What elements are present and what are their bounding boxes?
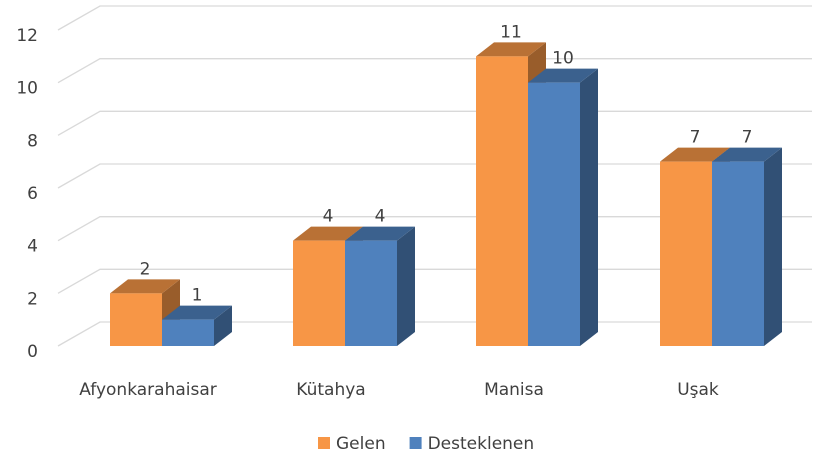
bar-top xyxy=(528,68,598,83)
y-tick-label: 6 xyxy=(27,184,38,204)
bar-top xyxy=(660,147,730,162)
y-tick-label: 8 xyxy=(27,131,38,151)
x-tick-label: Afyonkarahaisar xyxy=(79,380,217,400)
data-label: 11 xyxy=(500,22,522,42)
bar-top xyxy=(110,279,180,294)
bar-front xyxy=(528,82,580,347)
legend-label: Gelen xyxy=(336,434,386,454)
bar-front xyxy=(110,293,162,346)
y-tick-label: 4 xyxy=(27,237,38,257)
bar-front xyxy=(476,56,528,346)
y-tick-label: 2 xyxy=(27,289,38,309)
bar-top xyxy=(293,226,363,241)
data-label: 7 xyxy=(742,128,753,148)
legend-swatch xyxy=(409,437,422,449)
bar xyxy=(528,68,598,347)
data-label: 1 xyxy=(192,286,203,306)
y-tick-label: 10 xyxy=(16,79,38,99)
grid-line xyxy=(57,5,812,31)
bar-side xyxy=(214,305,232,346)
bar-front xyxy=(162,319,214,346)
bar-top xyxy=(345,226,415,241)
bar-side xyxy=(580,68,598,347)
bar-front xyxy=(660,161,712,346)
data-label: 7 xyxy=(690,128,701,148)
data-label: 4 xyxy=(323,207,334,227)
data-label: 10 xyxy=(552,49,574,69)
legend-swatch xyxy=(318,437,330,449)
bar-front xyxy=(345,240,397,346)
x-tick-label: Kütahya xyxy=(296,380,365,400)
data-label: 4 xyxy=(375,207,386,227)
bar-side xyxy=(397,226,415,346)
x-tick-label: Manisa xyxy=(484,380,544,400)
bar-top xyxy=(476,42,546,57)
bar-top xyxy=(712,147,782,162)
bar-front xyxy=(293,240,345,346)
y-tick-label: 0 xyxy=(27,342,38,362)
bar-top xyxy=(162,305,232,320)
bar-front xyxy=(712,161,764,346)
bar xyxy=(162,305,232,346)
y-tick-label: 12 xyxy=(16,26,38,46)
x-tick-label: Uşak xyxy=(677,380,719,400)
legend-label: Desteklenen xyxy=(428,434,535,454)
bar xyxy=(712,147,782,346)
bar xyxy=(345,226,415,346)
bar-side xyxy=(764,147,782,346)
data-label: 2 xyxy=(140,259,151,279)
grid-line xyxy=(57,58,812,84)
